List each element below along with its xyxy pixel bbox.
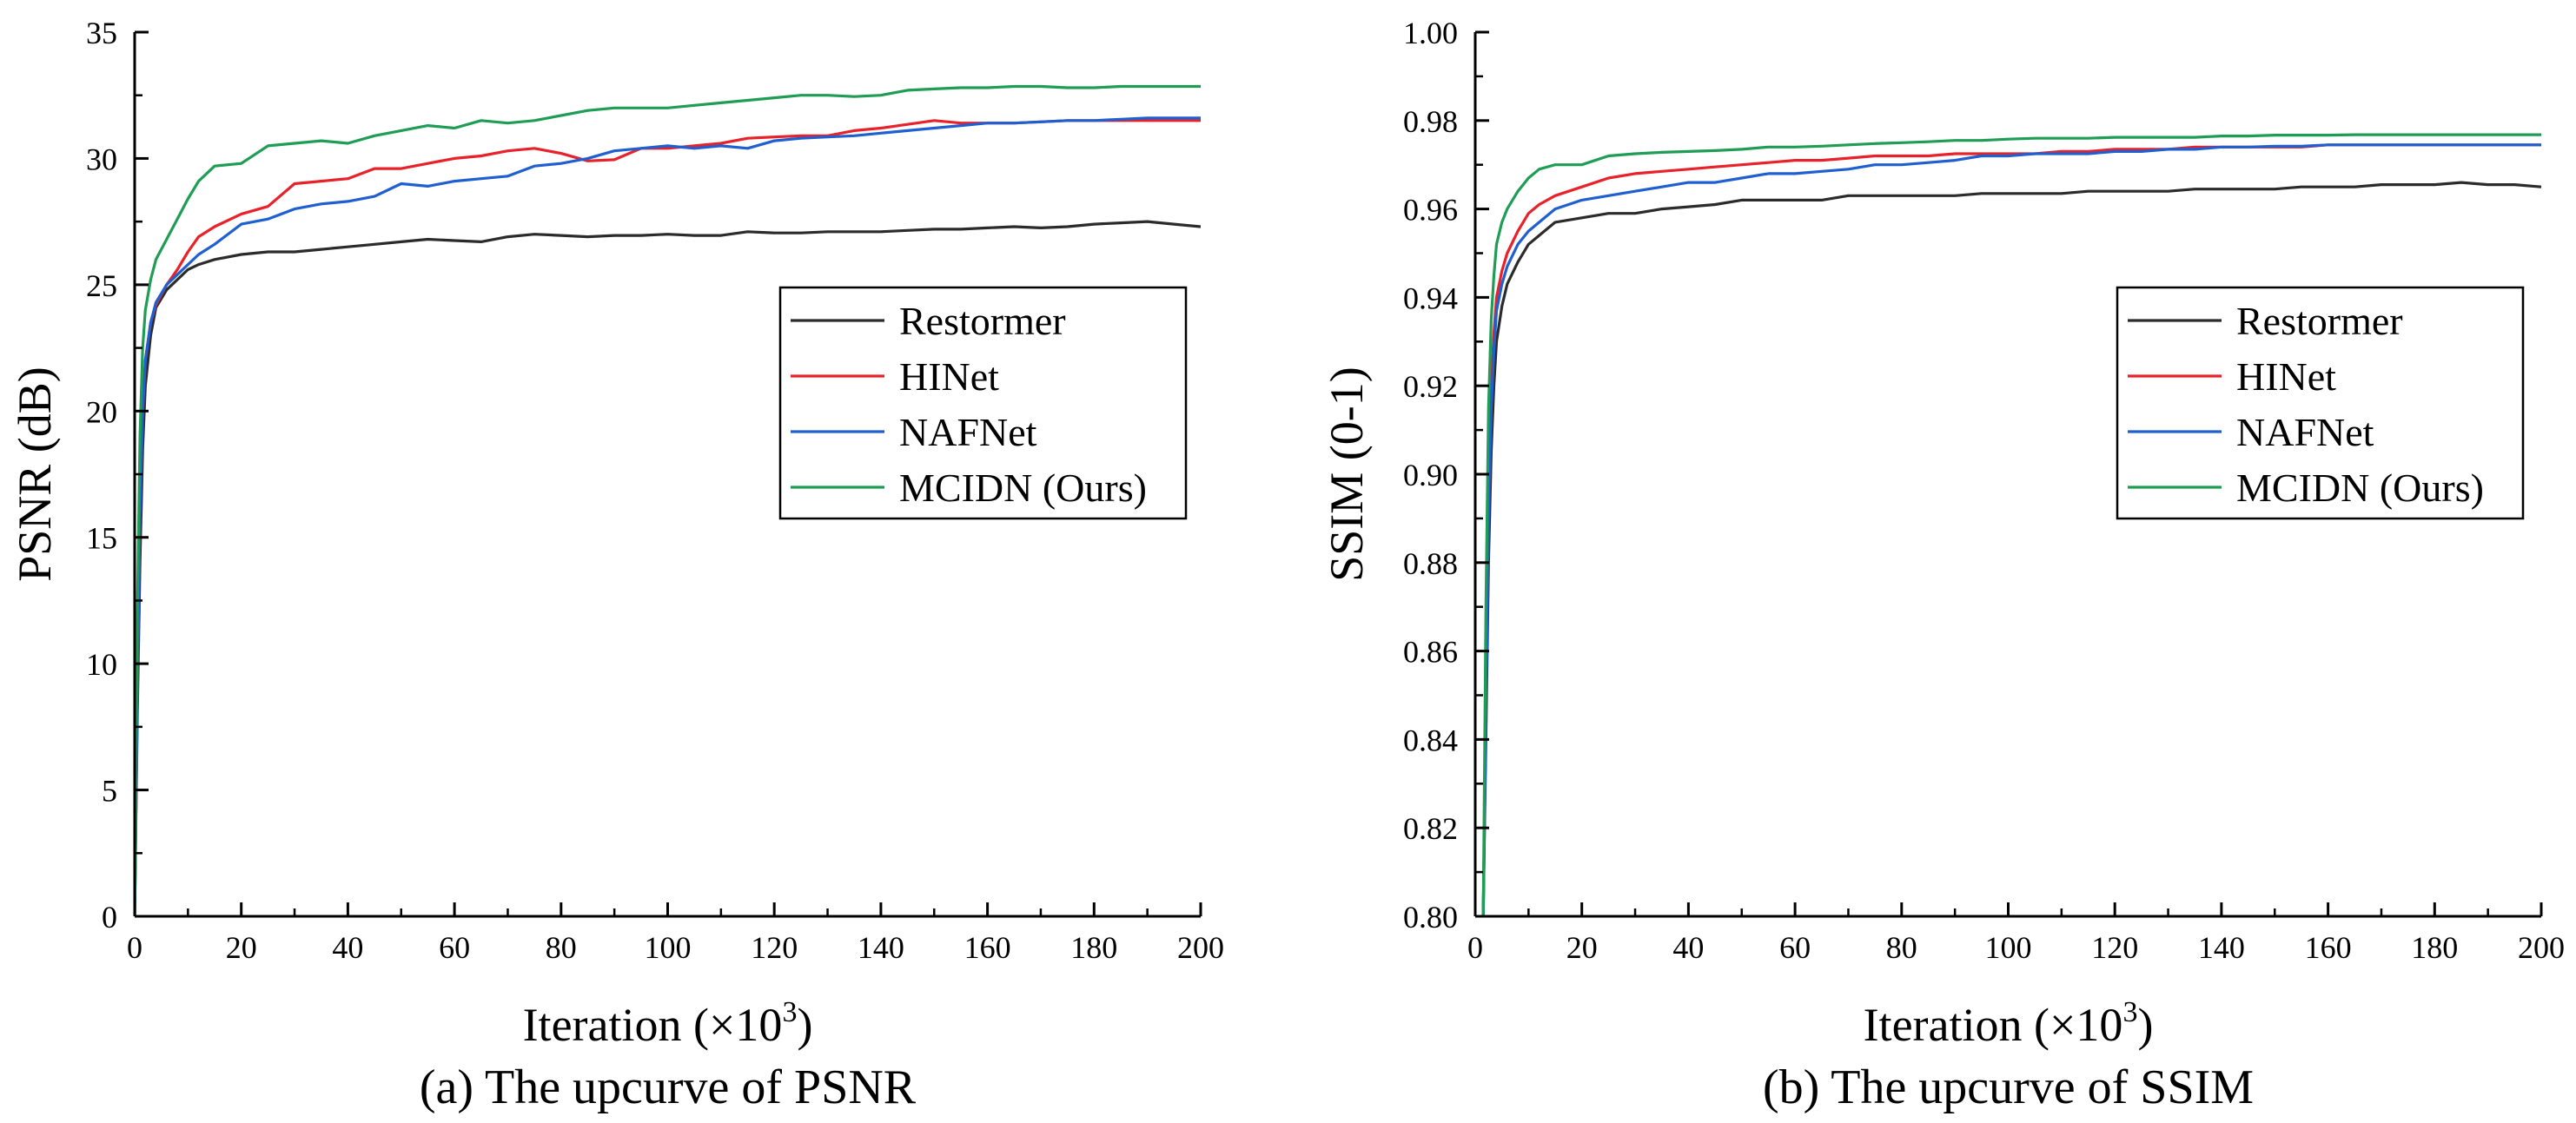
psnr-xlabel: Iteration (×103) — [523, 996, 813, 1051]
ssim-xtick-label: 140 — [2198, 930, 2245, 965]
ssim-xtick-label: 180 — [2411, 930, 2458, 965]
psnr-caption: (a) The upcurve of PSNR — [420, 1060, 917, 1114]
psnr-xtick-label: 160 — [964, 930, 1011, 965]
psnr-legend-label: NAFNet — [899, 410, 1037, 454]
psnr-xtick-label: 40 — [332, 930, 363, 965]
ssim-xtick-label: 20 — [1566, 930, 1598, 965]
psnr-xtick-label: 140 — [858, 930, 904, 965]
ssim-legend: Restormer HINet NAFNet MCIDN (Ours) — [2116, 286, 2525, 520]
ssim-xtick-label: 200 — [2518, 930, 2565, 965]
psnr-series-group — [135, 84, 1201, 916]
ssim-legend-box — [2116, 286, 2525, 520]
ssim-series-nafnet — [1481, 143, 2541, 916]
psnr-series-restormer — [135, 220, 1201, 916]
ssim-caption: (b) The upcurve of SSIM — [1763, 1060, 2254, 1114]
ssim-xtick-label: 80 — [1886, 930, 1917, 965]
ssim-ytick-label: 0.88 — [1403, 546, 1458, 581]
psnr-xlabel-close: ) — [797, 999, 812, 1051]
ssim-ytick-label: 0.82 — [1403, 811, 1458, 846]
ssim-ytick-label: 0.80 — [1403, 900, 1458, 935]
ssim-xlabel: Iteration (×103) — [1864, 996, 2154, 1051]
psnr-ytick-label: 35 — [86, 16, 117, 50]
ssim-legend-label: Restormer — [2236, 299, 2403, 343]
ssim-ytick-label: 0.90 — [1403, 458, 1458, 492]
psnr-xtick-label: 180 — [1070, 930, 1117, 965]
ssim-series-group — [1481, 133, 2541, 916]
ssim-legend-label: NAFNet — [2236, 410, 2374, 454]
ssim-xtick-label: 40 — [1672, 930, 1704, 965]
ssim-chart: 0.80 0.82 0.84 0.86 0.88 0.90 0.92 0.94 0.96 0.98… — [1321, 16, 2565, 1114]
psnr-xlabel-main: Iteration (×10 — [523, 999, 783, 1051]
ssim-series-hinet — [1481, 143, 2541, 916]
ssim-xtick-label: 120 — [2091, 930, 2138, 965]
psnr-ytick-label: 10 — [86, 647, 117, 682]
psnr-legend-label: HINet — [899, 354, 999, 399]
ssim-series-restormer — [1481, 181, 2541, 916]
ssim-ytick-label: 1.00 — [1403, 16, 1458, 50]
psnr-xtick-label: 100 — [645, 930, 692, 965]
psnr-xtick-label: 0 — [127, 930, 142, 965]
psnr-xtick-label: 60 — [439, 930, 470, 965]
psnr-legend: Restormer HINet NAFNet MCIDN (Ours) — [778, 286, 1188, 520]
psnr-ytick-label: 30 — [86, 142, 117, 176]
ssim-xlabel-close: ) — [2137, 999, 2153, 1051]
ssim-xtick-label: 100 — [1985, 930, 2032, 965]
psnr-ytick-label: 0 — [102, 900, 117, 935]
psnr-ytick-label: 25 — [86, 268, 117, 303]
ssim-xtick-label: 60 — [1779, 930, 1811, 965]
psnr-xtick-label: 200 — [1177, 930, 1224, 965]
ssim-xtick-label: 160 — [2305, 930, 2352, 965]
psnr-series-nafnet — [135, 116, 1201, 916]
ssim-ytick-label: 0.86 — [1403, 635, 1458, 670]
psnr-ytick-label: 15 — [86, 521, 117, 556]
psnr-legend-label: Restormer — [899, 299, 1066, 343]
ssim-xtick-label: 0 — [1467, 930, 1483, 965]
psnr-xtick-label: 80 — [546, 930, 577, 965]
psnr-legend-box — [778, 286, 1188, 520]
psnr-xlabel-sup: 3 — [782, 996, 797, 1028]
psnr-chart: 0 5 10 15 20 25 30 35 0 20 40 60 80 100 120 140 160 180 20… — [9, 16, 1224, 1114]
ssim-ytick-label: 0.92 — [1403, 369, 1458, 404]
ssim-legend-label: MCIDN (Ours) — [2236, 466, 2484, 510]
psnr-ytick-label: 20 — [86, 394, 117, 429]
ssim-xlabel-sup: 3 — [2122, 996, 2137, 1028]
psnr-ytick-label: 5 — [102, 774, 117, 809]
psnr-ylabel: PSNR (dB) — [9, 367, 61, 582]
ssim-xlabel-main: Iteration (×10 — [1864, 999, 2123, 1051]
psnr-xtick-label: 20 — [226, 930, 257, 965]
psnr-series-mcidn-ours — [135, 84, 1201, 916]
ssim-series-mcidn-ours — [1481, 133, 2541, 916]
psnr-xtick-label: 120 — [751, 930, 798, 965]
ssim-ytick-label: 0.94 — [1403, 281, 1458, 315]
ssim-ytick-label: 0.96 — [1403, 193, 1458, 228]
psnr-legend-label: MCIDN (Ours) — [899, 466, 1147, 510]
ssim-ylabel: SSIM (0-1) — [1321, 367, 1373, 582]
ssim-ytick-label: 0.84 — [1403, 723, 1458, 757]
ssim-ytick-label: 0.98 — [1403, 104, 1458, 139]
ssim-legend-label: HINet — [2236, 354, 2336, 399]
